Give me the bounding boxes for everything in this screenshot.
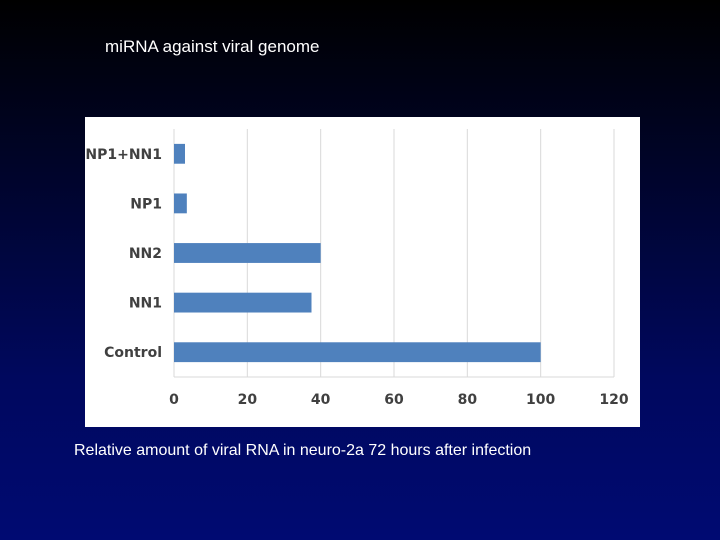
chart-caption: Relative amount of viral RNA in neuro-2a… (74, 442, 532, 459)
x-tick-label: 80 (458, 392, 478, 408)
x-tick-label: 100 (526, 392, 555, 408)
bar-nn2 (174, 243, 321, 263)
gridlines (173, 129, 615, 378)
category-label: NN1 (129, 296, 162, 312)
bar-nn1 (174, 292, 312, 313)
bar-np1 (174, 193, 187, 214)
category-label: NP1 (130, 196, 162, 212)
category-label: NN2 (129, 246, 162, 262)
category-label: NP1+NN1 (85, 147, 162, 163)
chart-panel: NP1+NN1 NP1 NN2 NN1 Control 0 20 40 60 80 100 120 (85, 117, 640, 427)
bars (174, 143, 541, 363)
x-tick-label: 40 (311, 392, 331, 408)
bar-np1-nn1 (174, 143, 185, 164)
x-tick-label: 0 (169, 392, 179, 408)
x-tick-labels: 0 20 40 60 80 100 120 (169, 392, 629, 408)
category-labels: NP1+NN1 NP1 NN2 NN1 Control (85, 147, 162, 361)
category-label: Control (104, 345, 162, 361)
bar-control (174, 342, 541, 363)
x-tick-label: 20 (238, 392, 258, 408)
slide-title: miRNA against viral genome (105, 37, 320, 56)
x-tick-label: 60 (384, 392, 404, 408)
x-tick-label: 120 (599, 392, 628, 408)
bar-chart: NP1+NN1 NP1 NN2 NN1 Control 0 20 40 60 80 100 120 (85, 129, 629, 408)
